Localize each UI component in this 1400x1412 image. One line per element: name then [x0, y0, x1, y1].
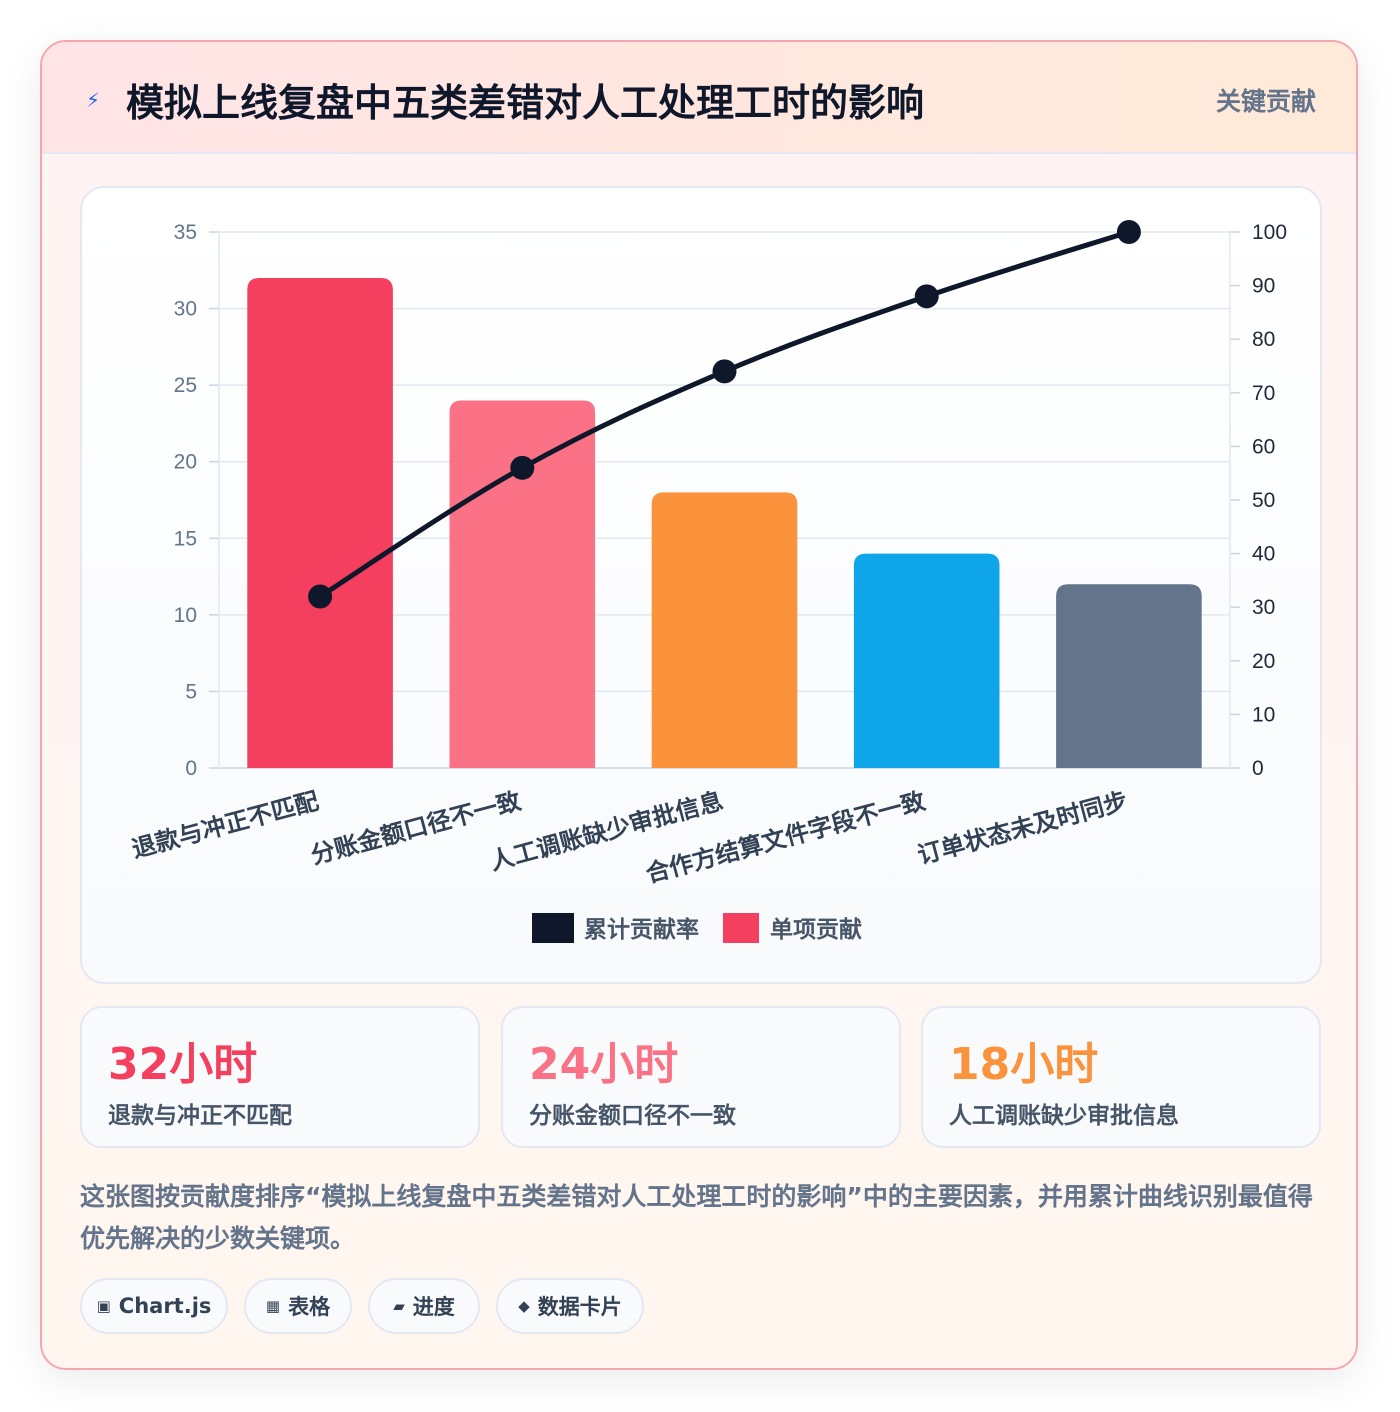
chip-chartjs[interactable]: ▣ Chart.js: [80, 1278, 228, 1334]
category-label: 订单状态未及时同步: [915, 787, 1131, 870]
y-right-tick-label: 0: [1252, 757, 1264, 780]
chip-label: 进度: [412, 1295, 455, 1319]
chip-progress[interactable]: ▰ 进度: [368, 1278, 480, 1334]
chip-label: 表格: [288, 1295, 331, 1319]
y-left-tick-label: 0: [185, 757, 197, 780]
cumulative-point: [1116, 220, 1141, 244]
y-left-tick-label: 30: [174, 298, 197, 321]
page-title: 模拟上线复盘中五类差错对人工处理工时的影响: [126, 81, 925, 125]
stat-value: 24小时: [529, 1039, 679, 1090]
lightning-icon: ⚡: [86, 88, 101, 112]
y-right-tick-label: 40: [1252, 543, 1275, 566]
y-right-tick-label: 10: [1252, 703, 1275, 726]
progress-icon: ▰: [393, 1297, 405, 1315]
stat-card-3: 18小时 人工调账缺少审批信息: [921, 1006, 1321, 1148]
cumulative-point: [712, 359, 737, 384]
pareto-chart: 0 5 10 15 20 25 30 35 0 10 20 30 40 50 60 70 80 90 100 退款与冲…: [80, 186, 1322, 984]
y-right-tick-label: 60: [1252, 435, 1275, 458]
stat-card-1: 32小时 退款与冲正不匹配: [80, 1006, 480, 1148]
chip-data-card[interactable]: ◆ 数据卡片: [496, 1278, 644, 1334]
chip-table[interactable]: ▦ 表格: [244, 1278, 352, 1334]
cumulative-point: [510, 455, 535, 480]
y-right-tick-label: 90: [1252, 275, 1275, 298]
stat-label: 人工调账缺少审批信息: [949, 1103, 1179, 1129]
chart-svg: 0 5 10 15 20 25 30 35 0 10 20 30 40 50 60 70 80 90 100 退款与冲…: [129, 220, 1287, 943]
y-right-tick-label: 50: [1252, 489, 1275, 512]
y-left-tick-label: 35: [174, 221, 197, 244]
y-right-tick-label: 30: [1252, 596, 1275, 619]
y-left-tick-label: 25: [174, 374, 197, 397]
legend-swatch-cumulative: [532, 913, 574, 943]
stat-value: 32小时: [108, 1039, 258, 1090]
y-left-tick-label: 20: [174, 451, 197, 474]
table-icon: ▦: [265, 1297, 281, 1315]
legend-swatch-single: [723, 913, 759, 943]
bar: [651, 492, 798, 768]
card-icon: ◆: [518, 1297, 530, 1315]
stat-card-2: 24小时 分账金额口径不一致: [501, 1006, 901, 1148]
legend-label-cumulative: 累计贡献率: [584, 916, 699, 943]
cumulative-point: [914, 284, 939, 309]
stat-label: 退款与冲正不匹配: [108, 1103, 292, 1129]
chip-label: 数据卡片: [537, 1295, 622, 1319]
y-right-tick-label: 100: [1252, 221, 1287, 244]
legend-label-single: 单项贡献: [770, 917, 862, 943]
y-left-tick-label: 5: [185, 680, 197, 703]
stat-value: 18小时: [949, 1039, 1099, 1090]
y-left-tick-label: 15: [174, 527, 197, 550]
chart-icon: ▣: [96, 1297, 111, 1315]
stat-label: 分账金额口径不一致: [529, 1103, 736, 1129]
chart-card: ⚡ 模拟上线复盘中五类差错对人工处理工时的影响 关键贡献 0 5 10 15 20 25 3…: [40, 40, 1358, 1370]
y-right-tick-label: 20: [1252, 650, 1275, 673]
cumulative-point: [308, 584, 333, 609]
chip-label: Chart.js: [118, 1294, 212, 1318]
bar: [449, 400, 596, 768]
card-header: ⚡ 模拟上线复盘中五类差错对人工处理工时的影响 关键贡献: [42, 42, 1356, 154]
bar: [247, 277, 393, 768]
chart-description: 这张图按贡献度排序“模拟上线复盘中五类差错对人工处理工时的影响”中的主要因素，并…: [80, 1182, 1313, 1253]
bar: [1056, 584, 1202, 768]
y-left-tick-label: 10: [174, 604, 197, 627]
y-right-tick-label: 70: [1252, 382, 1275, 405]
key-contribution-badge: 关键贡献: [1215, 87, 1316, 116]
bar: [853, 553, 1000, 768]
category-label: 退款与冲正不匹配: [129, 787, 322, 864]
y-right-tick-label: 80: [1252, 328, 1275, 351]
